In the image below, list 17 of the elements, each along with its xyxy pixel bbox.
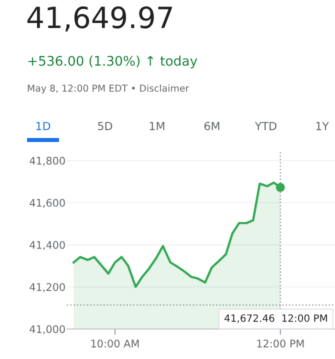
annotation: 41,672.46 12:00 PM	[224, 314, 327, 323]
y-tick-label: 41,600	[30, 198, 65, 208]
y-tick-label: 41,800	[30, 156, 65, 166]
text: 5D	[98, 122, 112, 130]
text: 6M	[204, 122, 220, 130]
text: 1D	[36, 122, 50, 130]
y-tick-label: 41,000	[30, 325, 65, 334]
chart-subtitle: +536.00 (1.30%) ↑ today	[28, 56, 198, 68]
x-tick-label: 10:00 AM	[91, 340, 139, 348]
text: YTD	[254, 122, 276, 130]
text: 1M	[150, 122, 164, 130]
text: 1Y	[316, 122, 329, 130]
y-tick-label: 41,400	[30, 240, 65, 250]
x-tick-label: 12:00 PM	[257, 340, 304, 348]
y-tick-label: 41,200	[30, 283, 65, 292]
text: May 8, 12:00 PM EDT • Disclaimer	[28, 84, 190, 94]
chart-title: 41,649.97	[27, 6, 172, 32]
